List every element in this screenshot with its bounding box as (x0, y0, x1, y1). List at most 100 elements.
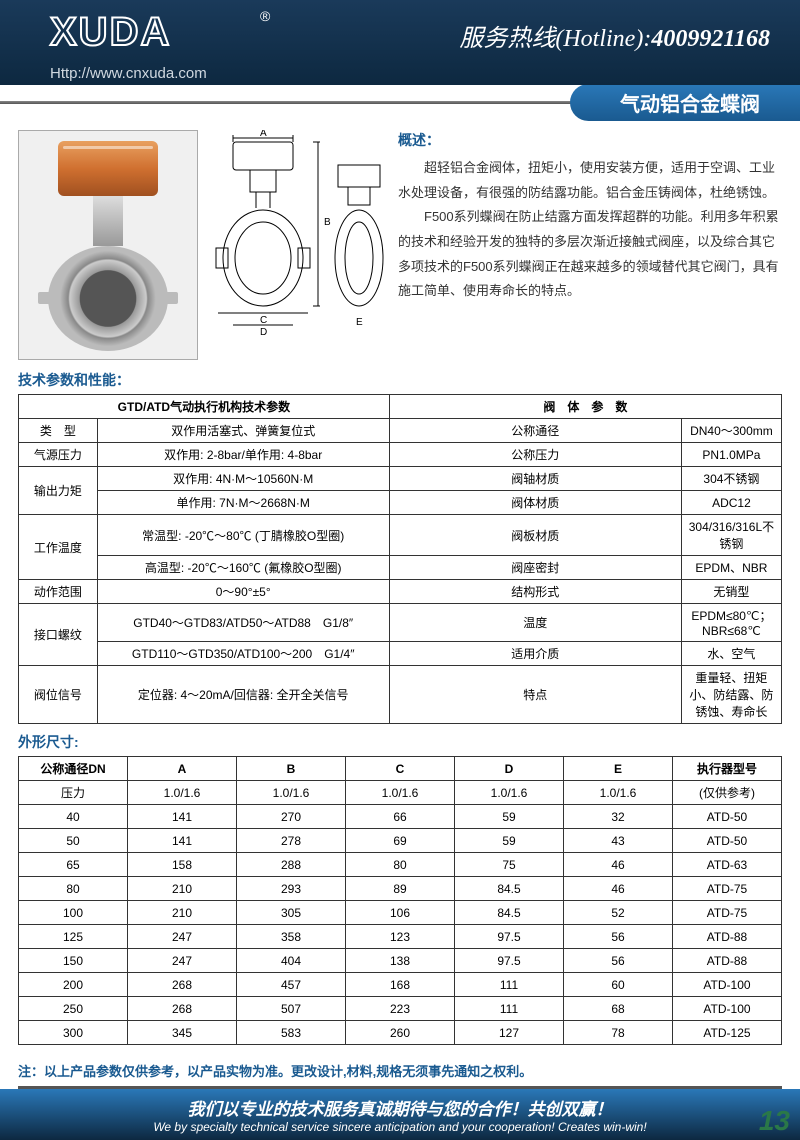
product-bar: 气动铝合金蝶阀 (0, 85, 800, 120)
dim-header: 公称通径DN (19, 757, 128, 781)
stem-shape (93, 196, 123, 246)
dim-cell: 141 (128, 805, 237, 829)
dim-cell: 111 (455, 973, 564, 997)
dim-cell: 210 (128, 877, 237, 901)
tech-cell: 0～90°±5° (97, 580, 389, 604)
dim-cell: 150 (19, 949, 128, 973)
hotline-number: 4009921168 (651, 26, 770, 52)
dim-cell: ATD-63 (673, 853, 782, 877)
tech-cell: 阀板材质 (389, 515, 681, 556)
tech-cell: 定位器: 4～20mA/回信器: 全开全关信号 (97, 666, 389, 724)
dim-cell: 43 (564, 829, 673, 853)
dim-cell: 84.5 (455, 901, 564, 925)
tech-cell: ADC12 (681, 491, 781, 515)
dim-cell: 305 (237, 901, 346, 925)
tech-cell: GTD110～GTD350/ATD100～200 G1/4″ (97, 642, 389, 666)
product-title: 气动铝合金蝶阀 (570, 84, 800, 121)
tech-cell: EPDM、NBR (681, 556, 781, 580)
dim-header: E (564, 757, 673, 781)
tech-cell: 水、空气 (681, 642, 781, 666)
dim-cell: ATD-100 (673, 997, 782, 1021)
overview: 概述： 超轻铝合金阀体，扭矩小，使用安装方便，适用于空调、工业水处理设备，有很强… (398, 130, 782, 360)
dim-cell: 1.0/1.6 (237, 781, 346, 805)
dim-cell: 247 (128, 949, 237, 973)
dim-cell: 60 (564, 973, 673, 997)
dim-cell: 压力 (19, 781, 128, 805)
dim-cell: 50 (19, 829, 128, 853)
tech-cell: 公称压力 (389, 443, 681, 467)
top-section: A B C D E 概述： 超轻铝合金阀体，扭矩小，使用安装方便，适用于空调、工… (18, 130, 782, 360)
dim-cell: 345 (128, 1021, 237, 1045)
tech-cell: 结构形式 (389, 580, 681, 604)
dim-cell: ATD-75 (673, 877, 782, 901)
tech-cell: 双作用活塞式、弹簧复位式 (97, 419, 389, 443)
dim-cell: 138 (346, 949, 455, 973)
dim-header: A (128, 757, 237, 781)
website-url: Http://www.cnxuda.com (50, 65, 207, 82)
overview-title: 概述： (398, 130, 782, 150)
dim-cell: 141 (128, 829, 237, 853)
dim-cell: ATD-50 (673, 829, 782, 853)
logo: XUDA (50, 10, 171, 55)
tech-table: GTD/ATD气动执行机构技术参数 阀 体 参 数 类 型双作用活塞式、弹簧复位… (18, 394, 782, 724)
dim-cell: 268 (128, 973, 237, 997)
dim-cell: 200 (19, 973, 128, 997)
dim-section-title: 外形尺寸: (18, 732, 782, 752)
dim-cell: 125 (19, 925, 128, 949)
dim-cell: 80 (19, 877, 128, 901)
dim-cell: ATD-125 (673, 1021, 782, 1045)
dim-cell: 59 (455, 805, 564, 829)
divider-line (0, 101, 590, 104)
dim-cell: ATD-50 (673, 805, 782, 829)
dim-cell: 1.0/1.6 (564, 781, 673, 805)
tech-cell: 类 型 (19, 419, 98, 443)
hotline-label: 服务热线(Hotline): (459, 26, 651, 52)
dim-cell: 68 (564, 997, 673, 1021)
dim-cell: 106 (346, 901, 455, 925)
tech-cell: GTD40～GTD83/ATD50～ATD88 G1/8″ (97, 604, 389, 642)
dim-cell: 270 (237, 805, 346, 829)
tech-cell: 阀轴材质 (389, 467, 681, 491)
dim-cell: ATD-75 (673, 901, 782, 925)
tech-cell: 重量轻、扭矩小、防结露、防锈蚀、寿命长 (681, 666, 781, 724)
footer-cn: 我们以专业的技术服务真诚期待与您的合作！共创双赢！ (0, 1095, 800, 1120)
dim-cell: 66 (346, 805, 455, 829)
dim-cell: 46 (564, 853, 673, 877)
tech-cell: 工作温度 (19, 515, 98, 580)
footer-en: We by specialty technical service sincer… (0, 1120, 800, 1134)
tech-section-title: 技术参数和性能： (18, 370, 782, 390)
overview-p2: F500系列蝶阀在防止结露方面发挥超群的功能。利用多年积累的技术和经验开发的独特… (398, 205, 782, 304)
tech-cell: 公称通径 (389, 419, 681, 443)
tech-cell: 特点 (389, 666, 681, 724)
dim-cell: ATD-88 (673, 925, 782, 949)
dim-cell: 100 (19, 901, 128, 925)
dim-cell: 250 (19, 997, 128, 1021)
tech-cell: 阀体材质 (389, 491, 681, 515)
dimension-diagram: A B C D E (208, 130, 388, 360)
tech-cell: 无销型 (681, 580, 781, 604)
tech-cell: 输出力矩 (19, 467, 98, 515)
tech-cell: 单作用: 7N·M～2668N·M (97, 491, 389, 515)
dim-cell: 123 (346, 925, 455, 949)
dim-cell: 158 (128, 853, 237, 877)
tech-header-left: GTD/ATD气动执行机构技术参数 (19, 395, 390, 419)
dim-cell: 223 (346, 997, 455, 1021)
actuator-shape (58, 141, 158, 196)
tech-cell: 适用介质 (389, 642, 681, 666)
dim-cell: 293 (237, 877, 346, 901)
dim-cell: 168 (346, 973, 455, 997)
logo-registered: ® (260, 8, 270, 24)
dim-header: 执行器型号 (673, 757, 782, 781)
dim-cell: 507 (237, 997, 346, 1021)
dim-cell: 75 (455, 853, 564, 877)
dim-header: C (346, 757, 455, 781)
dim-cell: 457 (237, 973, 346, 997)
dim-cell: 210 (128, 901, 237, 925)
dim-cell: 84.5 (455, 877, 564, 901)
dim-cell: (仅供参考) (673, 781, 782, 805)
tech-cell: 阀座密封 (389, 556, 681, 580)
svg-text:B: B (324, 217, 331, 228)
dim-cell: 59 (455, 829, 564, 853)
dim-cell: 288 (237, 853, 346, 877)
valve-shape (48, 246, 168, 351)
